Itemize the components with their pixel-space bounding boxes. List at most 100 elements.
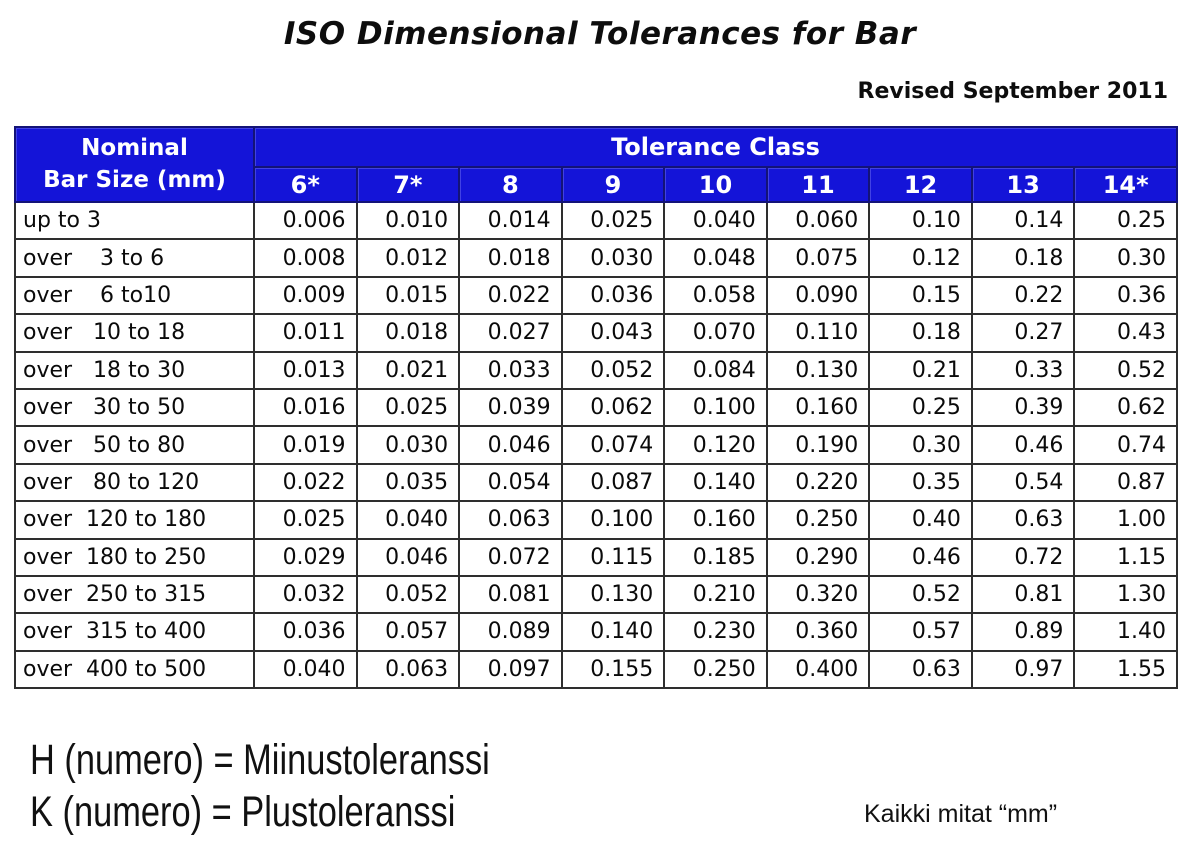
units-note: Kaikki mitat “mm” (864, 800, 1058, 828)
bar-size-cell: over 400 to 500 (14, 649, 255, 690)
tolerance-value-cell: 0.054 (458, 462, 563, 503)
tolerance-value-cell: 0.40 (868, 500, 973, 540)
tolerance-value-cell: 0.46 (970, 425, 1076, 465)
tolerance-class-column: 6* (253, 166, 358, 203)
revised-date: Revised September 2011 (857, 79, 1168, 104)
tolerance-value-cell: 0.019 (253, 425, 358, 465)
tolerance-value-cell: 1.30 (1073, 574, 1178, 615)
tolerance-value-cell: 0.036 (560, 275, 666, 316)
table-row: over 10 to 18 0.011 0.018 0.027 0.043 0.070 0.… (14, 313, 1178, 353)
tolerance-value-cell: 0.025 (560, 200, 666, 241)
tolerance-value-cell: 0.018 (458, 238, 563, 278)
tolerance-value-cell: 0.014 (458, 200, 563, 241)
tolerance-value-cell: 0.130 (560, 574, 666, 615)
tolerance-value-cell: 0.210 (663, 574, 768, 615)
tolerance-value-cell: 0.12 (868, 238, 973, 278)
tolerance-table: Nominal Bar Size (mm) Tolerance Class 6*… (14, 126, 1178, 690)
bar-size-cell: up to 3 (14, 200, 255, 241)
tolerance-value-cell: 0.036 (253, 612, 358, 652)
tolerance-value-cell: 0.185 (663, 537, 768, 577)
tolerance-value-cell: 0.30 (868, 425, 973, 465)
tolerance-value-cell: 0.062 (560, 387, 666, 428)
tolerance-value-cell: 0.35 (868, 462, 973, 503)
tolerance-value-cell: 0.025 (355, 387, 461, 428)
tolerance-value-cell: 0.320 (765, 574, 871, 615)
bar-size-cell: over 80 to 120 (14, 462, 255, 503)
tolerance-value-cell: 0.063 (355, 649, 461, 690)
tolerance-value-cell: 0.220 (765, 462, 871, 503)
tolerance-value-cell: 0.190 (765, 425, 871, 465)
tolerance-value-cell: 0.14 (970, 200, 1076, 241)
tolerance-value-cell: 0.010 (355, 200, 461, 241)
tolerance-class-header: Tolerance Class (253, 126, 1178, 168)
tolerance-value-cell: 0.290 (765, 537, 871, 577)
tolerance-value-cell: 0.250 (663, 649, 768, 690)
tolerance-value-cell: 0.74 (1073, 425, 1178, 465)
tolerance-class-column: 14* (1073, 166, 1178, 203)
bar-size-cell: over 10 to 18 (14, 313, 255, 353)
tolerance-value-cell: 0.046 (355, 537, 461, 577)
legend-h-minus-tolerance: H (numero) = Miinustoleranssi (30, 736, 490, 784)
bar-size-cell: over 315 to 400 (14, 612, 255, 652)
tolerance-value-cell: 0.115 (560, 537, 666, 577)
tolerance-value-cell: 0.052 (355, 574, 461, 615)
tolerance-value-cell: 0.075 (765, 238, 871, 278)
tolerance-value-cell: 0.057 (355, 612, 461, 652)
tolerance-value-cell: 0.63 (868, 649, 973, 690)
tolerance-value-cell: 0.120 (663, 425, 768, 465)
tolerance-value-cell: 0.72 (970, 537, 1076, 577)
tolerance-value-cell: 0.009 (253, 275, 358, 316)
table-row: over 180 to 250 0.029 0.046 0.072 0.115 0.185… (14, 537, 1178, 577)
tolerance-value-cell: 0.060 (765, 200, 871, 241)
tolerance-value-cell: 0.52 (868, 574, 973, 615)
tolerance-value-cell: 0.100 (663, 387, 768, 428)
tolerance-value-cell: 0.81 (970, 574, 1076, 615)
table-row: over 30 to 50 0.016 0.025 0.039 0.062 0.100 0.… (14, 387, 1178, 428)
tolerance-value-cell: 0.032 (253, 574, 358, 615)
tolerance-value-cell: 0.140 (560, 612, 666, 652)
tolerance-value-cell: 0.040 (663, 200, 768, 241)
tolerance-value-cell: 0.048 (663, 238, 768, 278)
nominal-bar-size-header: Nominal Bar Size (mm) (14, 126, 255, 203)
bar-size-cell: over 120 to 180 (14, 500, 255, 540)
tolerance-value-cell: 1.00 (1073, 500, 1178, 540)
tolerance-value-cell: 0.140 (663, 462, 768, 503)
table-row: over 18 to 30 0.013 0.021 0.033 0.052 0.084 0.… (14, 350, 1178, 390)
bar-size-cell: over 18 to 30 (14, 350, 255, 390)
tolerance-value-cell: 1.55 (1073, 649, 1178, 690)
tolerance-value-cell: 0.15 (868, 275, 973, 316)
tolerance-value-cell: 0.006 (253, 200, 358, 241)
tolerance-value-cell: 0.040 (253, 649, 358, 690)
tolerance-value-cell: 0.57 (868, 612, 973, 652)
tolerance-value-cell: 0.015 (355, 275, 461, 316)
tolerance-value-cell: 0.025 (253, 500, 358, 540)
table-row: over 80 to 120 0.022 0.035 0.054 0.087 0.140 0… (14, 462, 1178, 503)
tolerance-value-cell: 0.008 (253, 238, 358, 278)
group-header-row: Nominal Bar Size (mm) Tolerance Class (14, 126, 1178, 203)
tolerance-class-column: 7* (355, 166, 461, 203)
table-row: over 6 to10 0.009 0.015 0.022 0.036 0.058 0.09… (14, 275, 1178, 316)
tolerance-value-cell: 0.018 (355, 313, 461, 353)
tolerance-value-cell: 0.54 (970, 462, 1076, 503)
tolerance-value-cell: 0.058 (663, 275, 768, 316)
table-row: over 315 to 400 0.036 0.057 0.089 0.140 0.230… (14, 612, 1178, 652)
tolerance-value-cell: 0.39 (970, 387, 1076, 428)
tolerance-class-column: 13 (970, 166, 1076, 203)
tolerance-value-cell: 0.035 (355, 462, 461, 503)
tolerance-value-cell: 0.18 (868, 313, 973, 353)
legend-k-plus-tolerance: K (numero) = Plustoleranssi (30, 788, 456, 836)
tolerance-value-cell: 0.029 (253, 537, 358, 577)
nominal-bar-size-header-line1: Nominal (81, 135, 188, 162)
tolerance-value-cell: 0.33 (970, 350, 1076, 390)
tolerance-value-cell: 0.21 (868, 350, 973, 390)
bar-size-cell: over 3 to 6 (14, 238, 255, 278)
tolerance-value-cell: 0.021 (355, 350, 461, 390)
tolerance-value-cell: 0.36 (1073, 275, 1178, 316)
tolerance-value-cell: 0.62 (1073, 387, 1178, 428)
tolerance-value-cell: 1.15 (1073, 537, 1178, 577)
tolerance-class-column: 9 (560, 166, 666, 203)
tolerance-value-cell: 0.18 (970, 238, 1076, 278)
bar-size-cell: over 180 to 250 (14, 537, 255, 577)
tolerance-value-cell: 0.25 (868, 387, 973, 428)
